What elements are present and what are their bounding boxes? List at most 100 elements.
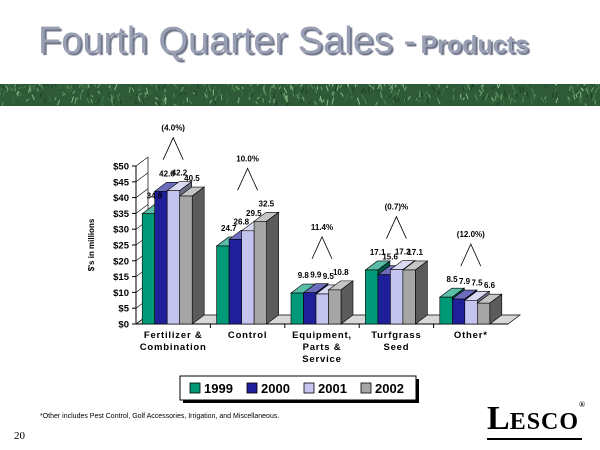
growth-caret [386,215,407,239]
grass-blade [38,84,41,86]
grass-blade [0,86,3,92]
grass-blade [437,89,440,95]
grass-blade [428,84,430,87]
grass-blade [584,103,587,106]
legend-label: 2001 [318,381,347,396]
grass-blade [2,91,6,97]
grass-blade [71,96,74,103]
grass-blade [250,91,253,95]
grass-blade [161,93,165,102]
grass-blade [551,91,555,98]
grass-blade [15,91,19,95]
grass-blade [75,97,79,101]
grass-blade [361,87,364,93]
grass-blade [116,94,120,102]
grass-blade [576,90,581,95]
data-label: 8.5 [446,275,458,284]
grass-blade [96,98,101,105]
grass-blade [364,99,367,105]
grass-blade [296,94,299,99]
grass-blade [157,86,161,90]
grass-blade [521,87,526,94]
category-label: Fertilizer & [144,330,203,341]
grass-blade [29,84,32,92]
grass-blade [163,96,167,102]
grass-blade [572,94,576,100]
grass-blade [64,86,69,92]
bar-side [191,186,205,325]
legend-box [179,375,417,401]
grass-blade [173,84,177,88]
category-label: Equipment, [292,330,352,341]
grass-blade [144,91,146,99]
grass-blade [331,97,335,105]
grass-blade [390,86,394,93]
grass-blade [515,93,518,97]
grass-blade [295,84,297,86]
data-label: 17.1 [370,248,386,257]
title-sub: Products [420,31,529,59]
grass-blade [377,84,380,90]
grass-blade [344,94,349,101]
title-main: Fourth Quarter Sales - [38,20,417,62]
bar [439,296,453,325]
grass-blade [262,89,267,97]
grass-blade [555,97,559,104]
bar [328,289,342,325]
grass-blade [135,93,138,97]
grass-blade [397,98,400,102]
grass-blade [404,98,408,105]
grass-blade [383,99,387,105]
grass-blade [392,91,396,97]
bar [315,293,329,325]
grass-blade [278,86,282,90]
grass-blade [208,84,212,92]
y-tick-label: $35 [113,209,130,220]
grass-blade [81,84,85,88]
grass-blade [503,100,505,106]
grass-blade [31,94,35,101]
grass-blade [326,99,329,106]
bar [303,292,317,325]
grass-blade [321,99,325,103]
grass-blade [482,96,485,100]
grass-blade [580,87,584,91]
grass-blade [72,90,76,95]
grass-blade [500,95,503,101]
grass-blade [231,84,234,90]
grass-blade [310,84,314,90]
grass-blade [163,91,167,98]
bar [451,298,466,325]
grass-blade [44,98,46,102]
grass-blade [509,97,513,104]
registered-mark: ® [579,400,586,409]
logo-initial: L [487,400,510,437]
bar-side [415,260,428,325]
grass-blade [74,97,77,105]
y-tick-label: $40 [113,193,129,204]
data-label: 10.8 [333,268,349,277]
grass-blade [192,91,196,95]
data-label: 7.5 [471,278,483,287]
grass-blade [48,96,51,102]
growth-annotation: (0.7)% [385,203,409,212]
grass-blade [452,94,455,100]
data-label: 26.8 [234,217,250,226]
grass-blade [441,88,446,96]
grass-blade [357,98,361,105]
grass-blade [256,84,259,86]
grass-blade [9,86,13,92]
grass-blade [462,86,465,91]
growth-caret [162,136,184,160]
grass-blade [293,87,295,93]
grass-blade [431,86,436,92]
grass-blade [583,84,586,87]
grass-blade [235,85,239,91]
grass-blade [320,86,323,91]
grass-blade [569,85,573,91]
grass-blade [155,84,158,91]
grass-blade [555,84,558,86]
data-label: 42.2 [172,169,188,178]
grass-blade [81,88,84,93]
category-label: Parts & [303,342,342,353]
